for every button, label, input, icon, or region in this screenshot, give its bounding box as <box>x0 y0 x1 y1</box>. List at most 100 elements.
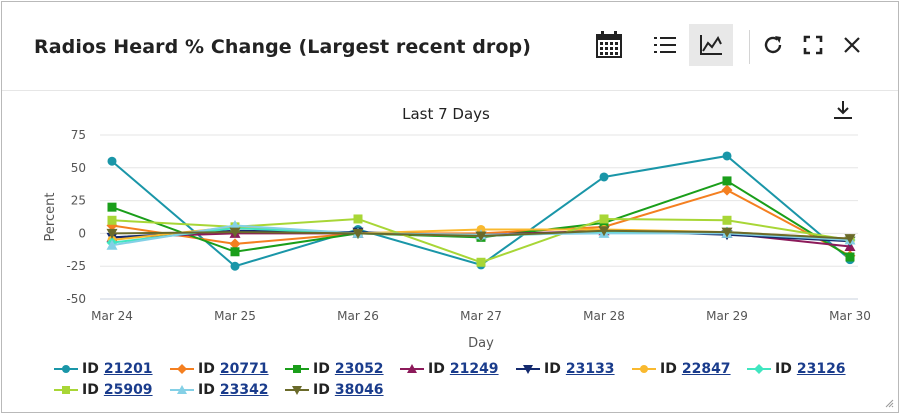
legend-marker-icon <box>516 365 540 374</box>
close-icon <box>844 37 860 53</box>
legend-item[interactable]: ID 20771 <box>170 361 269 377</box>
legend-id-link[interactable]: 20771 <box>219 361 269 377</box>
y-axis-title: Percent <box>43 193 58 242</box>
widget-header: Radios Heard % Change (Largest recent dr… <box>2 2 898 91</box>
resize-handle-icon[interactable] <box>884 398 894 408</box>
legend-id-link[interactable]: 21249 <box>449 361 499 377</box>
data-point[interactable] <box>229 238 241 250</box>
legend-marker-icon <box>400 364 424 373</box>
x-tick-label: Mar 30 <box>829 309 871 323</box>
y-tick-label: 25 <box>71 194 86 208</box>
series-21201[interactable] <box>107 151 855 271</box>
legend-item[interactable]: ID 25909 <box>54 382 153 398</box>
x-tick-label: Mar 24 <box>91 309 133 323</box>
legend-marker-icon <box>170 364 194 374</box>
data-point[interactable] <box>352 228 364 239</box>
data-point[interactable] <box>721 227 733 238</box>
toolbar-divider <box>749 30 750 64</box>
data-point[interactable] <box>721 184 733 196</box>
series-line <box>111 154 851 268</box>
legend-item[interactable]: ID 23052 <box>285 361 384 377</box>
download-icon <box>834 101 852 119</box>
legend-label: ID <box>775 361 792 377</box>
series-38046[interactable] <box>106 226 856 245</box>
data-point[interactable] <box>230 247 240 257</box>
legend-label: ID <box>428 361 445 377</box>
legend-label: ID <box>198 382 215 398</box>
data-point[interactable] <box>229 227 241 238</box>
legend-label: ID <box>198 361 215 377</box>
chart-title: Last 7 Days <box>402 105 490 123</box>
legend-marker-icon <box>285 365 309 373</box>
data-point[interactable] <box>722 176 732 186</box>
data-point[interactable] <box>598 226 610 237</box>
download-button[interactable] <box>834 101 852 119</box>
data-point[interactable] <box>229 220 241 231</box>
refresh-button[interactable] <box>751 24 795 66</box>
legend-item[interactable]: ID 23126 <box>747 361 846 377</box>
legend-id-link[interactable]: 21201 <box>103 361 153 377</box>
legend-marker-icon <box>54 386 78 394</box>
legend-item[interactable]: ID 21201 <box>54 361 153 377</box>
x-axis-title: Day <box>468 336 494 351</box>
legend-id-link[interactable]: 38046 <box>334 382 384 398</box>
data-point[interactable] <box>599 172 609 182</box>
list-icon <box>654 37 676 53</box>
series-23052[interactable] <box>107 176 855 262</box>
x-tick-label: Mar 28 <box>583 309 625 323</box>
data-point[interactable] <box>353 214 363 224</box>
data-point[interactable] <box>107 156 117 166</box>
y-tick-label: 50 <box>71 161 86 175</box>
legend-item[interactable]: ID 22847 <box>632 361 731 377</box>
data-point[interactable] <box>476 257 486 267</box>
calendar-button[interactable] <box>587 24 631 66</box>
y-tick-label: 0 <box>78 226 86 240</box>
legend-item[interactable]: ID 21249 <box>400 361 499 377</box>
y-tick-label: 75 <box>71 128 86 142</box>
legend-item[interactable]: ID 23133 <box>516 361 615 377</box>
legend-id-link[interactable]: 23342 <box>219 382 269 398</box>
legend-label: ID <box>313 382 330 398</box>
legend-marker-icon <box>54 365 78 373</box>
calendar-icon <box>596 31 622 58</box>
legend-id-link[interactable]: 23126 <box>796 361 846 377</box>
data-point[interactable] <box>475 231 487 242</box>
chart-area: Last 7 Days 75 50 25 0 -25 -50 Mar 24 Mar 25 Mar… <box>2 91 898 413</box>
y-tick-label: -50 <box>66 292 86 306</box>
data-point[interactable] <box>844 234 856 245</box>
legend-label: ID <box>313 361 330 377</box>
legend-id-link[interactable]: 23052 <box>334 361 384 377</box>
legend-marker-icon <box>747 364 771 374</box>
legend-label: ID <box>82 382 99 398</box>
legend-marker-icon <box>170 385 194 394</box>
legend-item[interactable]: ID 23342 <box>170 382 269 398</box>
line-chart: Last 7 Days 75 50 25 0 -25 -50 Mar 24 Mar 25 Mar… <box>43 101 871 351</box>
legend-id-link[interactable]: 23133 <box>565 361 615 377</box>
close-button[interactable] <box>830 24 874 66</box>
data-point[interactable] <box>230 261 240 271</box>
legend-label: ID <box>660 361 677 377</box>
chart-view-button[interactable] <box>689 24 733 66</box>
fullscreen-button[interactable] <box>791 24 835 66</box>
data-point[interactable] <box>107 202 117 212</box>
data-point[interactable] <box>106 228 118 239</box>
data-point[interactable] <box>722 215 732 225</box>
data-point[interactable] <box>599 214 609 224</box>
widget-title: Radios Heard % Change (Largest recent dr… <box>34 36 532 58</box>
legend-id-link[interactable]: 22847 <box>681 361 731 377</box>
legend-marker-icon <box>632 365 656 373</box>
legend-id-link[interactable]: 25909 <box>103 382 153 398</box>
data-point[interactable] <box>107 215 117 225</box>
data-point[interactable] <box>845 252 855 262</box>
x-tick-label: Mar 25 <box>214 309 256 323</box>
y-tick-label: -25 <box>66 259 86 273</box>
legend-label: ID <box>544 361 561 377</box>
data-point[interactable] <box>722 151 732 161</box>
legend-item[interactable]: ID 38046 <box>285 382 384 398</box>
x-tick-label: Mar 29 <box>706 309 748 323</box>
refresh-icon <box>764 36 782 54</box>
x-tick-label: Mar 27 <box>460 309 502 323</box>
list-view-button[interactable] <box>643 24 687 66</box>
data-point[interactable] <box>106 239 118 250</box>
